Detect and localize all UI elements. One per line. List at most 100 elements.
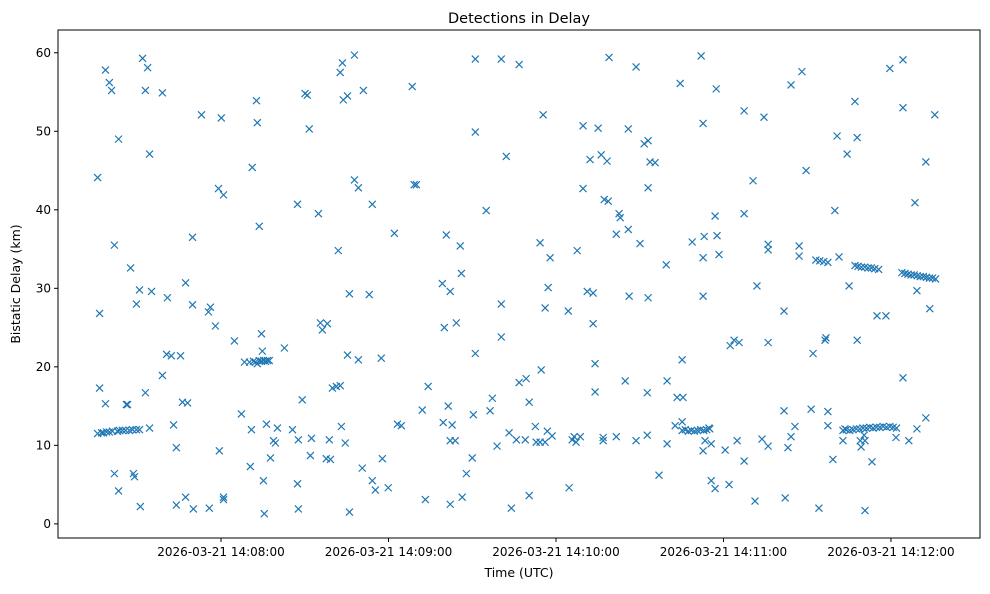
data-point bbox=[644, 183, 653, 192]
data-point bbox=[448, 421, 457, 429]
data-point bbox=[93, 173, 102, 182]
data-point bbox=[644, 136, 653, 145]
data-point bbox=[446, 500, 455, 509]
data-point bbox=[147, 287, 156, 296]
data-point bbox=[446, 287, 455, 296]
data-point bbox=[118, 426, 127, 435]
data-point bbox=[546, 253, 555, 262]
data-point bbox=[699, 253, 708, 262]
data-point bbox=[760, 113, 768, 122]
data-point bbox=[573, 246, 582, 255]
x-tick-label: 2026-03-21 14:12:00 bbox=[827, 545, 954, 559]
data-point bbox=[318, 326, 327, 334]
data-point bbox=[583, 287, 592, 296]
data-point bbox=[172, 501, 181, 509]
data-point bbox=[912, 424, 921, 433]
data-point bbox=[612, 432, 621, 441]
data-point bbox=[176, 351, 185, 360]
data-point bbox=[350, 176, 359, 184]
data-point bbox=[354, 183, 363, 192]
data-point bbox=[341, 439, 350, 447]
data-point bbox=[780, 307, 788, 316]
y-tick-label: 20 bbox=[36, 360, 51, 374]
data-point bbox=[531, 422, 540, 431]
data-point bbox=[253, 118, 262, 127]
data-point bbox=[439, 418, 448, 427]
data-point bbox=[368, 476, 377, 485]
data-point bbox=[632, 436, 641, 445]
data-point bbox=[512, 435, 521, 444]
data-point bbox=[451, 436, 460, 445]
data-point bbox=[345, 289, 354, 298]
data-point bbox=[726, 341, 735, 350]
data-point bbox=[651, 158, 660, 167]
data-point bbox=[536, 238, 544, 247]
data-point bbox=[410, 180, 419, 189]
data-point bbox=[123, 400, 132, 409]
data-point bbox=[456, 241, 465, 250]
data-point bbox=[390, 229, 399, 238]
data-point bbox=[305, 125, 314, 133]
data-point bbox=[821, 336, 830, 345]
data-point bbox=[544, 283, 553, 292]
data-point bbox=[921, 157, 930, 166]
data-point bbox=[217, 114, 226, 122]
data-point bbox=[802, 166, 811, 175]
data-point bbox=[597, 150, 606, 159]
data-point bbox=[758, 435, 766, 443]
data-point bbox=[188, 233, 197, 242]
data-point bbox=[452, 318, 461, 327]
data-point bbox=[780, 406, 788, 415]
data-point bbox=[921, 413, 930, 422]
data-point bbox=[591, 388, 599, 396]
data-point bbox=[145, 424, 154, 433]
data-point bbox=[859, 424, 867, 433]
data-point bbox=[807, 405, 816, 414]
data-point bbox=[181, 493, 190, 502]
data-point bbox=[306, 451, 315, 460]
data-point bbox=[110, 469, 119, 478]
y-tick-label: 50 bbox=[36, 124, 51, 138]
data-point bbox=[457, 269, 466, 278]
data-point bbox=[605, 53, 613, 62]
data-point bbox=[440, 323, 449, 332]
data-point bbox=[707, 439, 716, 448]
data-point bbox=[671, 421, 680, 430]
data-point bbox=[246, 462, 255, 471]
data-point bbox=[368, 200, 377, 209]
x-tick-label: 2026-03-21 14:10:00 bbox=[492, 545, 619, 559]
data-point bbox=[930, 110, 939, 119]
data-point bbox=[258, 347, 267, 356]
data-point bbox=[861, 436, 869, 445]
data-point bbox=[471, 349, 480, 358]
data-point bbox=[294, 435, 303, 444]
data-point bbox=[462, 469, 471, 478]
y-tick-label: 60 bbox=[36, 46, 51, 60]
data-point bbox=[823, 258, 832, 267]
data-point bbox=[257, 329, 266, 338]
data-point bbox=[211, 322, 220, 330]
data-point bbox=[662, 260, 671, 269]
data-point bbox=[135, 285, 144, 294]
data-point bbox=[336, 68, 345, 77]
data-point bbox=[537, 366, 546, 374]
data-point bbox=[169, 421, 178, 429]
x-tick-label: 2026-03-21 14:09:00 bbox=[325, 545, 452, 559]
y-tick-label: 10 bbox=[36, 438, 51, 452]
data-point bbox=[136, 502, 145, 511]
data-point bbox=[255, 222, 264, 231]
data-point bbox=[247, 425, 256, 434]
data-point bbox=[539, 110, 548, 119]
data-point bbox=[397, 421, 406, 430]
data-point bbox=[833, 132, 842, 140]
data-point bbox=[882, 311, 890, 320]
data-point bbox=[701, 436, 709, 445]
data-point bbox=[122, 400, 131, 409]
data-point bbox=[624, 125, 633, 133]
data-point bbox=[105, 78, 114, 87]
data-point bbox=[325, 435, 334, 444]
data-point bbox=[135, 425, 144, 434]
data-point bbox=[206, 303, 215, 312]
data-point bbox=[735, 338, 744, 347]
data-point bbox=[515, 60, 524, 69]
